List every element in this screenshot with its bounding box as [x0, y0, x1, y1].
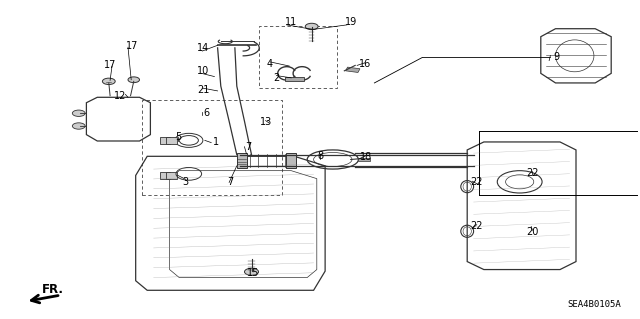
- Text: 6: 6: [204, 108, 210, 118]
- Text: 12: 12: [114, 91, 127, 101]
- Bar: [259, 26, 337, 88]
- Circle shape: [72, 123, 85, 129]
- Text: 3: 3: [182, 177, 189, 187]
- Text: 8: 8: [317, 151, 323, 161]
- Text: 14: 14: [197, 43, 210, 54]
- Bar: [237, 153, 247, 168]
- Text: 22: 22: [470, 177, 483, 188]
- Text: 7: 7: [227, 177, 234, 188]
- Text: 2: 2: [273, 73, 280, 83]
- Text: 5: 5: [175, 132, 181, 142]
- Text: 7: 7: [245, 142, 252, 152]
- Text: 13: 13: [259, 117, 272, 127]
- Text: 22: 22: [470, 221, 483, 232]
- Text: 21: 21: [197, 85, 210, 95]
- Text: 15: 15: [246, 268, 259, 278]
- Bar: [160, 137, 170, 144]
- Text: 17: 17: [126, 41, 139, 51]
- Circle shape: [102, 78, 115, 85]
- Text: 20: 20: [526, 227, 539, 237]
- Polygon shape: [285, 77, 304, 81]
- Bar: [286, 153, 296, 168]
- Bar: [358, 158, 370, 161]
- Circle shape: [244, 268, 259, 275]
- Text: 19: 19: [344, 17, 357, 27]
- Text: 9: 9: [554, 52, 560, 63]
- Bar: [346, 67, 360, 72]
- Text: 11: 11: [285, 17, 298, 27]
- Text: 17: 17: [104, 60, 116, 70]
- Bar: [166, 172, 177, 179]
- Text: 1: 1: [213, 137, 220, 147]
- Text: 4: 4: [267, 59, 273, 69]
- Text: 10: 10: [197, 66, 210, 76]
- Text: 22: 22: [526, 168, 539, 178]
- Text: 16: 16: [358, 59, 371, 69]
- Text: SEA4B0105A: SEA4B0105A: [567, 300, 621, 309]
- Circle shape: [128, 77, 140, 83]
- Text: FR.: FR.: [42, 283, 63, 296]
- Bar: [160, 172, 170, 179]
- Bar: [142, 100, 282, 195]
- Bar: [166, 137, 177, 144]
- Circle shape: [72, 110, 85, 116]
- Circle shape: [305, 23, 318, 30]
- Text: 18: 18: [360, 152, 372, 162]
